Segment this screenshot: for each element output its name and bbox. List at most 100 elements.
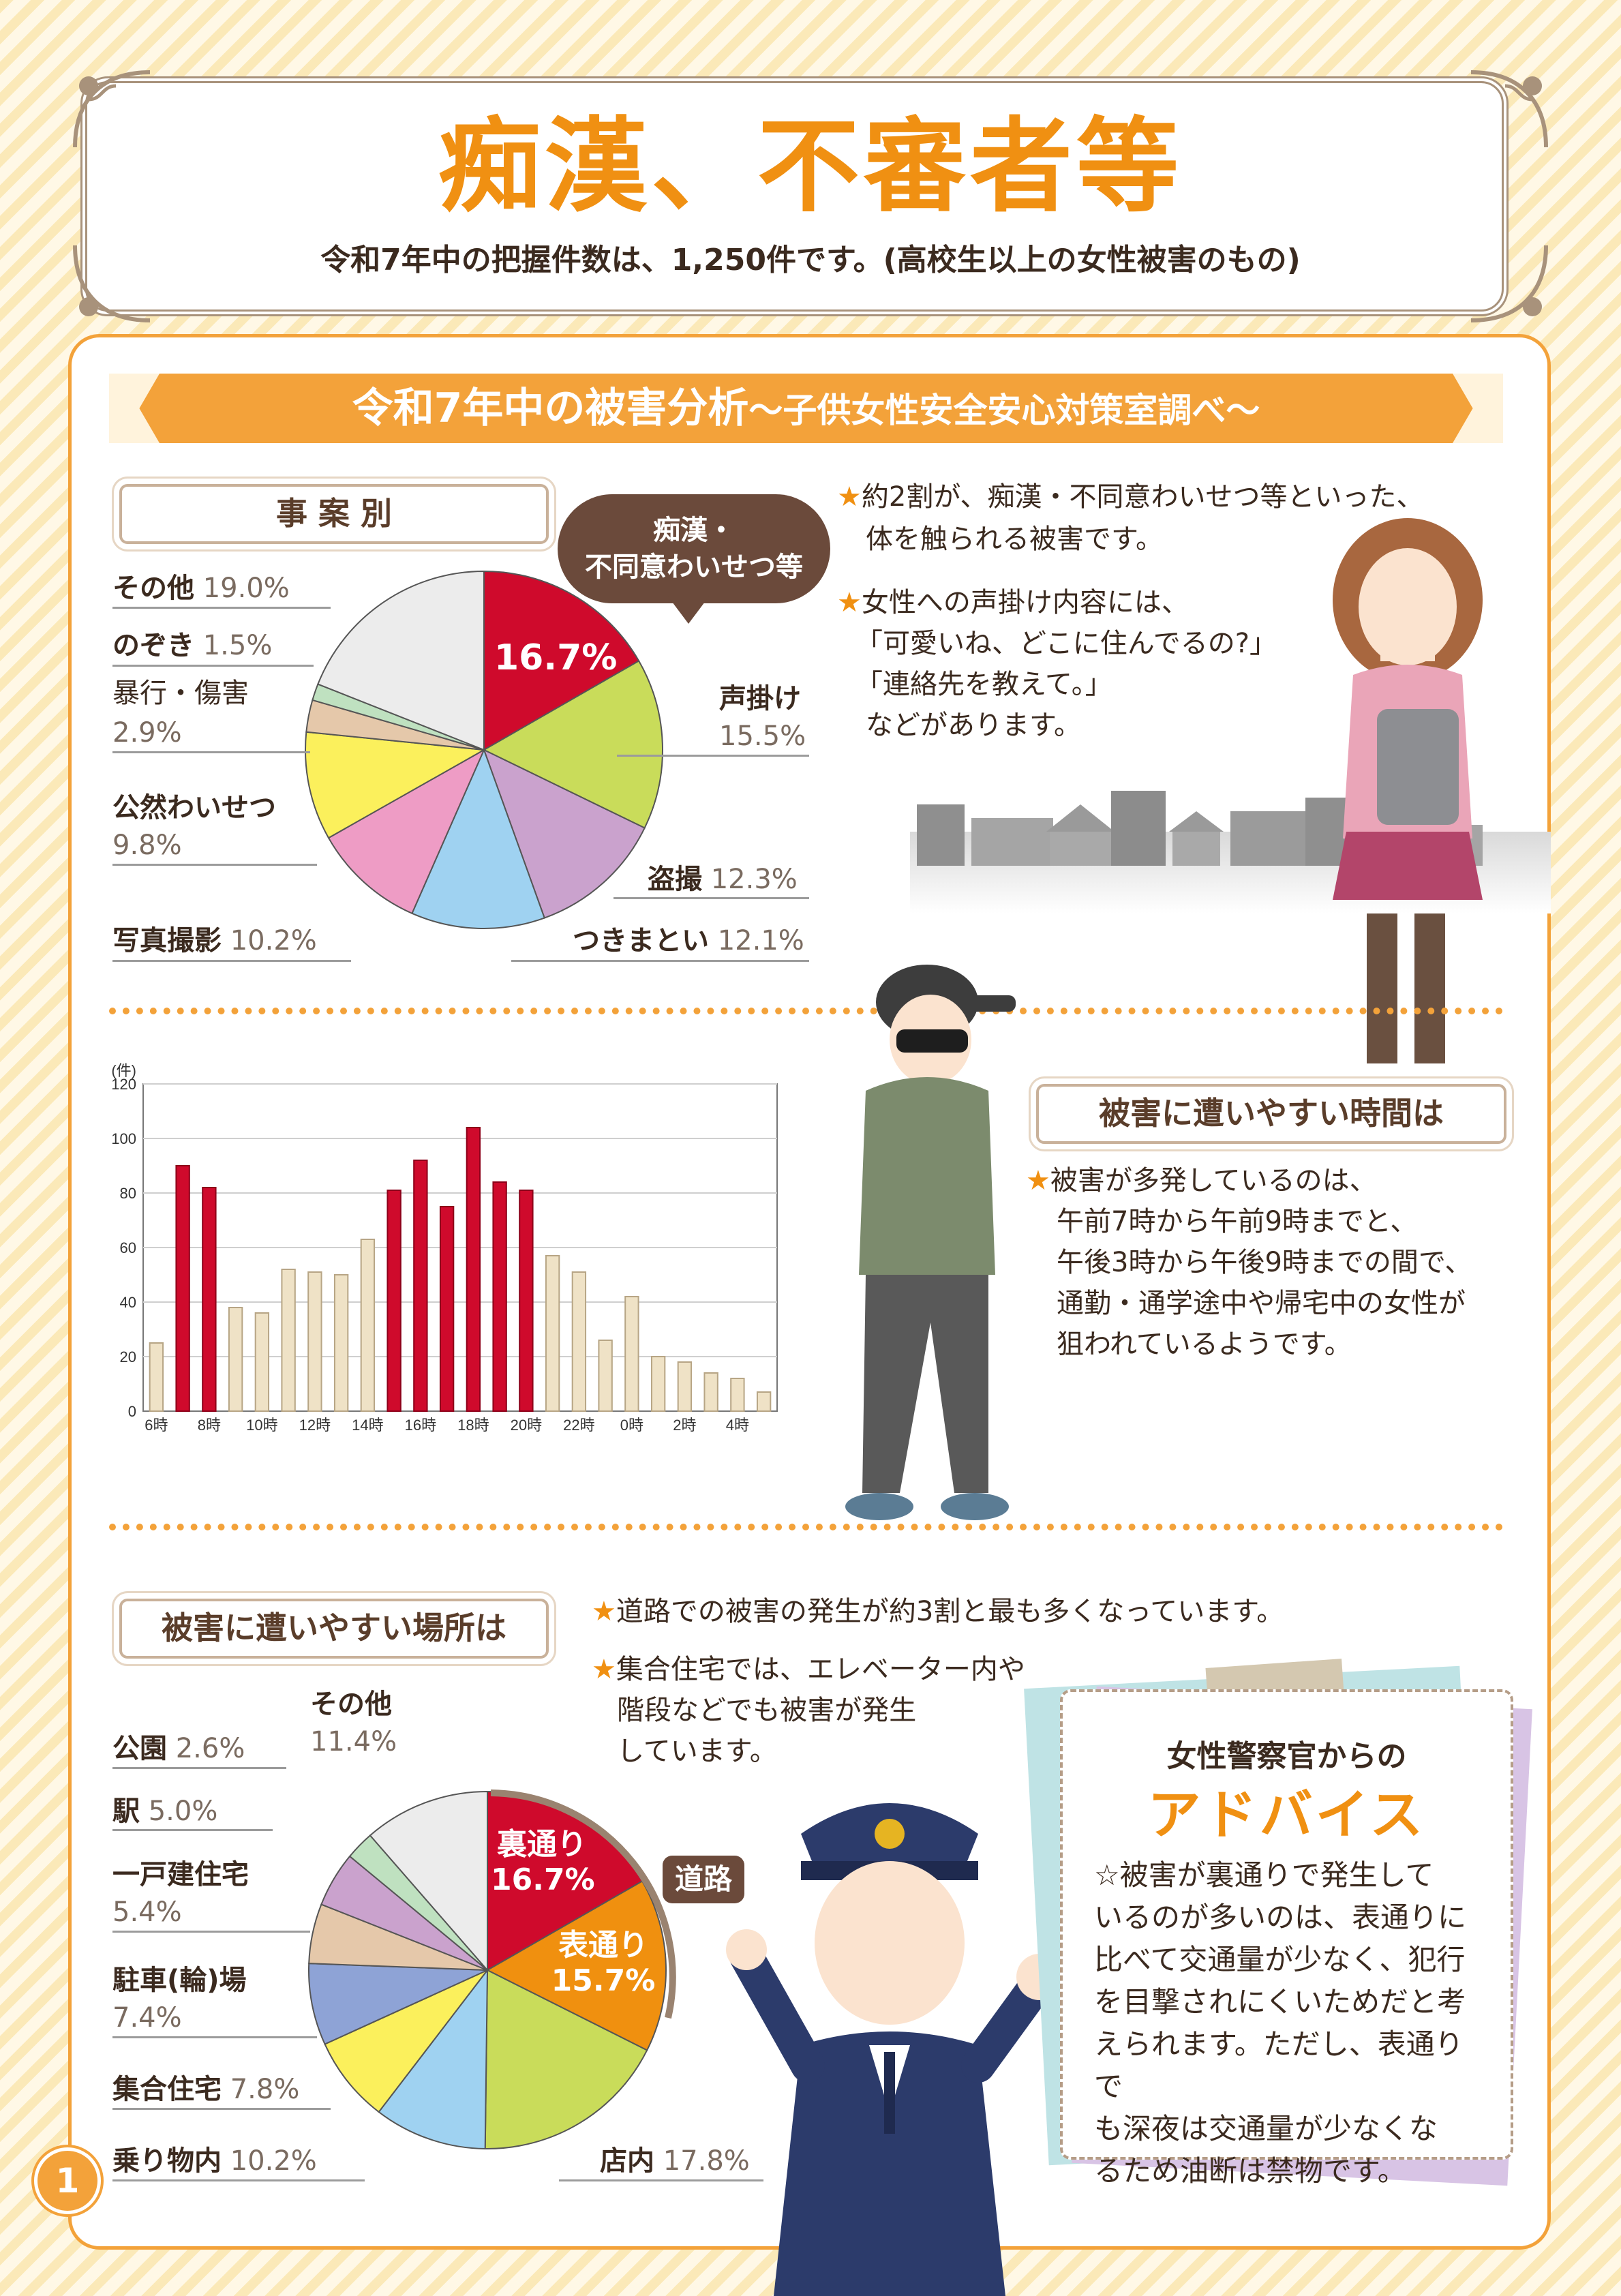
divider-2 (109, 1524, 1503, 1530)
place-pie-slice-4 (324, 1969, 488, 2113)
x-tick-label: 6時 (145, 1417, 168, 1434)
place-other-name: その他 (310, 1689, 392, 1720)
x-tick-label: 14時 (352, 1417, 383, 1434)
x-tick-label: 8時 (198, 1417, 221, 1434)
time-bullet-5: 狙われているようです。 (1057, 1329, 1352, 1360)
bar-13時 (333, 1274, 349, 1412)
advice-card (1060, 1689, 1513, 2160)
place-park: 公園 2.6% (112, 1733, 245, 1764)
place-pie-slice-9 (369, 1790, 488, 1972)
advice-line-3: 比べて交通量が少なく、犯行 (1094, 1943, 1466, 1976)
advice-line-5: えられます。ただし、表通りで (1094, 2027, 1464, 2103)
bar-14時 (360, 1239, 376, 1412)
bar-9時 (228, 1307, 243, 1412)
y-tick-label: 20 (120, 1348, 136, 1365)
incident-section-label: 事 案 別 (119, 484, 549, 544)
bubble-line2: 不同意わいせつ等 (585, 552, 803, 583)
incident-pie-slice-0 (483, 570, 640, 751)
bar-12時 (307, 1271, 322, 1412)
star-icon: ★ (1026, 1165, 1050, 1196)
bar-1時 (650, 1356, 666, 1412)
page-title: 痴漢、不審者等 (438, 108, 1183, 226)
page-subtitle: 令和7年中の把握件数は、1,250件です。(高校生以上の女性被害のもの) (320, 243, 1301, 277)
place-station: 駅 5.0% (112, 1796, 218, 1827)
bar-0時 (624, 1296, 639, 1412)
label-violence-value: 2.9% (112, 717, 182, 749)
advice-heading: 女性警察官からの (1166, 1739, 1407, 1774)
policewoman-illustration (726, 1803, 1063, 2296)
bar-10時 (254, 1312, 270, 1412)
bar-21時 (545, 1255, 560, 1412)
leader-violence (112, 751, 310, 753)
suspicious-man-illustration (845, 965, 1016, 1520)
y-tick-label: 60 (120, 1239, 136, 1256)
advice-line-1: ☆被害が裏通りで発生して (1094, 1858, 1434, 1892)
inner-back: 裏通り 16.7% (491, 1827, 595, 1897)
advice-line-4: を目撃されにくいためだと考 (1094, 1985, 1466, 2019)
leader-indecent (112, 864, 317, 866)
bar-8時 (202, 1187, 217, 1412)
bubble-tail (668, 596, 709, 624)
banner-title: 令和7年中の被害分析～子供女性安全安心対策室調べ～ (109, 374, 1503, 445)
x-tick-label: 22時 (563, 1417, 594, 1434)
incident-pie-slice-5 (305, 731, 487, 839)
incident-bullet-1: ★約2割が、痴漢・不同意わいせつ等といった、 (837, 481, 1424, 513)
banner-main: 令和7年中の被害分析 (352, 384, 749, 432)
leader-vehicle (112, 2179, 365, 2181)
inner-front: 表通り 15.7% (551, 1928, 656, 1998)
place-section-label: 被害に遭いやすい場所は (119, 1599, 549, 1659)
incident-pie-slice-8 (317, 570, 485, 751)
bar-6時 (149, 1342, 164, 1412)
place-house-name: 一戸建住宅 (112, 1859, 249, 1890)
place-bullet-3: 階段などでも被害が発生 (617, 1695, 917, 1726)
leader-house (112, 1931, 310, 1933)
place-pie-slice-1 (485, 1880, 667, 2051)
incident-bullet-2d: などがあります。 (866, 710, 1081, 741)
x-tick-label: 10時 (246, 1417, 277, 1434)
leader-voyeur (613, 897, 809, 899)
y-tick-label: 100 (111, 1130, 136, 1147)
time-bullet-1: ★被害が多発しているのは、 (1026, 1165, 1377, 1196)
x-tick-label: 0時 (620, 1417, 643, 1434)
incident-bullet-2b: 「可愛いね、どこに住んでるの?」 (855, 628, 1277, 659)
place-pie-slice-2 (484, 1969, 648, 2149)
leader-other (112, 607, 331, 609)
label-catcall-name: 声掛け (719, 683, 801, 714)
incident-bullet-2c: 「連絡先を教えて。」 (855, 669, 1112, 700)
time-section-label: 被害に遭いやすい時間は (1036, 1084, 1506, 1144)
bar-17時 (439, 1206, 455, 1412)
place-bullet-4: しています。 (617, 1736, 777, 1767)
bar-2時 (677, 1361, 693, 1412)
bar-23時 (598, 1340, 613, 1412)
woman-illustration (1333, 518, 1483, 1063)
place-pie-slice-3 (378, 1967, 489, 2149)
ornament-bottom-right-icon (1470, 245, 1548, 322)
section-banner (109, 374, 1503, 443)
leader-parking (112, 2036, 317, 2038)
label-indecent-name: 公然わいせつ (112, 792, 276, 824)
bar-3時 (703, 1372, 718, 1412)
x-tick-label: 20時 (511, 1417, 542, 1434)
place-parking-value: 7.4% (112, 2002, 182, 2034)
bar-16時 (413, 1160, 428, 1412)
incident-bullet-1b: 体を触られる被害です。 (866, 524, 1163, 555)
leader-catcall (617, 755, 809, 757)
leader-apartment (112, 2108, 331, 2110)
advice-title: アドバイス (1147, 1785, 1426, 1846)
star-icon: ★ (592, 1596, 616, 1627)
ornament-bottom-left-icon (73, 245, 151, 322)
place-bullet-2: ★集合住宅では、エレベーター内や (592, 1654, 1025, 1685)
incident-pie-slice-4 (327, 748, 486, 915)
label-peeping: のぞき 1.5% (112, 630, 273, 661)
incident-pie-slice-1 (482, 660, 663, 829)
label-other: その他 19.0% (112, 573, 290, 604)
bar-11時 (281, 1269, 296, 1412)
leader-store (559, 2179, 763, 2181)
x-tick-label: 12時 (299, 1417, 331, 1434)
y-tick-label: 80 (120, 1185, 136, 1202)
place-pie-slice-5 (308, 1963, 488, 2045)
road-tag: 道路 (663, 1856, 744, 1903)
label-stalking: つきまとい 12.1% (573, 925, 804, 956)
label-catcall-value: 15.5% (719, 721, 806, 752)
time-bar-chart: 0 20 40 60 80 100 120(件) 6時 8時 10時 12時 14時 16時 18時 20時… (111, 1062, 778, 1434)
